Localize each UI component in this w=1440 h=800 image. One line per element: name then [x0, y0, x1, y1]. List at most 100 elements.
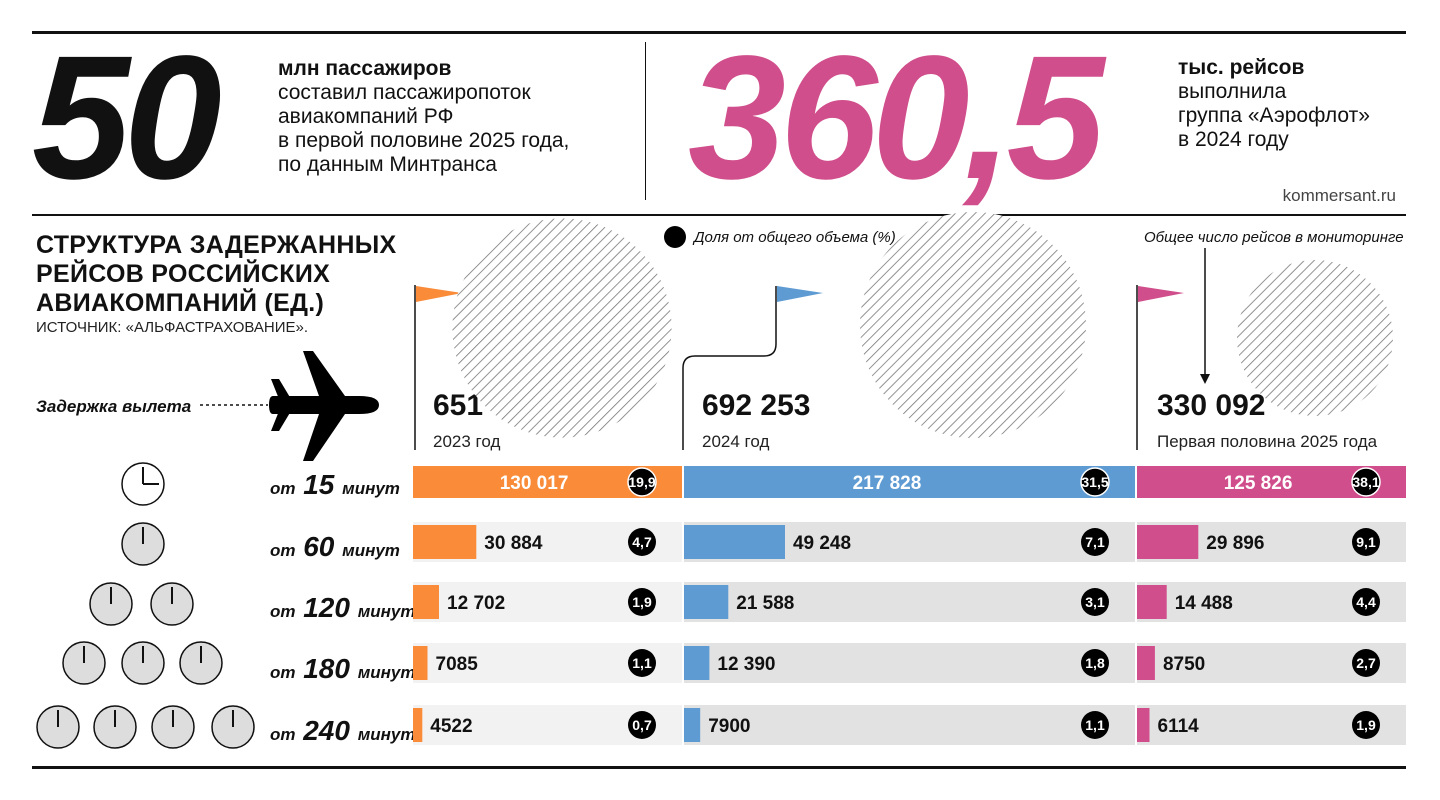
stat-passengers-line3: авиакомпаний РФ [278, 105, 454, 128]
bar-0-0 [413, 466, 682, 498]
share-label: 4,7 [632, 534, 652, 550]
row-background [1137, 705, 1406, 745]
share-badge [1081, 588, 1109, 616]
row-background [684, 643, 1135, 683]
row-label-60: от 60 минут [270, 531, 400, 563]
share-label: 1,9 [1356, 717, 1376, 733]
total-2025: 330 092 [1157, 389, 1266, 422]
share-label: 19,9 [628, 474, 655, 490]
chart-title-line3: АВИАКОМПАНИЙ (ЕД.) [36, 289, 325, 317]
bar-value-label: 14 488 [1175, 593, 1233, 614]
bar-value-label: 6114 [1158, 716, 1200, 737]
year-label-2023: 2023 год [433, 432, 501, 451]
bar-1-3 [684, 646, 710, 680]
share-badge [1352, 528, 1380, 556]
bar-1-1 [684, 525, 785, 559]
row-prefix: от [270, 479, 296, 498]
clock-icon [121, 462, 165, 506]
bar-1-4 [684, 708, 701, 742]
share-badge [628, 649, 656, 677]
share-label: 1,1 [632, 655, 652, 671]
share-badge [1081, 528, 1109, 556]
bar-value-label: 8750 [1163, 654, 1205, 675]
stat-flights-text: тыс. рейсов выполнила группа «Аэрофлот» … [1178, 56, 1370, 152]
bar-value-label: 125 826 [1224, 473, 1293, 494]
flag-2024-icon [682, 286, 823, 450]
chart-title-line2: РЕЙСОВ РОССИЙСКИХ [36, 260, 331, 288]
bottom-rule [32, 766, 1406, 769]
clock-icon [151, 705, 195, 749]
bar-2-1 [1137, 525, 1199, 559]
stat-flights-line3: группа «Аэрофлот» [1178, 104, 1370, 127]
clock-icon [89, 582, 133, 626]
bar-2-4 [1137, 708, 1150, 742]
bar-2-2 [1137, 585, 1167, 619]
row-unit: минут [357, 725, 416, 744]
row-num: 60 [303, 531, 335, 562]
row-prefix: от [270, 663, 296, 682]
delay-label: Задержка вылета [36, 397, 192, 416]
row-unit: минут [342, 479, 400, 498]
stat-passengers-line4: в первой половине 2025 года, [278, 129, 570, 152]
share-badge [1081, 711, 1109, 739]
clock-icon [62, 641, 106, 685]
legend-dot-icon [664, 226, 686, 248]
share-badge [628, 711, 656, 739]
share-label: 3,1 [1085, 594, 1105, 610]
stat-passengers-unit: млн пассажиров [278, 57, 452, 80]
share-badge [1352, 649, 1380, 677]
chart-title: СТРУКТУРА ЗАДЕРЖАННЫХ РЕЙСОВ РОССИЙСКИХ … [36, 231, 396, 318]
row-background [684, 522, 1135, 562]
row-background [1137, 582, 1406, 622]
row-background [684, 582, 1135, 622]
row-background [684, 705, 1135, 745]
bar-value-label: 49 248 [793, 533, 851, 554]
legend-share: Доля от общего объема (%) [664, 226, 896, 248]
chart-source: ИСТОЧНИК: «АЛЬФАСТРАХОВАНИЕ». [36, 319, 309, 336]
bar-1-2 [684, 585, 729, 619]
bar-value-label: 130 017 [500, 473, 569, 494]
airplane-icon [269, 351, 379, 461]
share-label: 38,1 [1352, 474, 1379, 490]
share-label: 4,4 [1356, 594, 1376, 610]
bar-2-0 [1137, 466, 1406, 498]
share-badge [1081, 649, 1109, 677]
share-label: 9,1 [1356, 534, 1376, 550]
share-label: 1,8 [1085, 655, 1105, 671]
clock-icon [179, 641, 223, 685]
row-unit: минут [342, 541, 400, 560]
bar-0-1 [413, 525, 477, 559]
share-badge [1352, 711, 1380, 739]
share-badge [1352, 588, 1380, 616]
clock-icon [150, 582, 194, 626]
bar-value-label: 4522 [430, 716, 472, 737]
flag-2025-icon [1136, 285, 1184, 450]
clock-icon [36, 705, 80, 749]
share-label: 7,1 [1085, 534, 1105, 550]
stat-passengers-text: млн пассажиров составил пассажиропоток а… [278, 57, 569, 177]
share-label: 2,7 [1356, 655, 1376, 671]
share-label: 0,7 [632, 717, 652, 733]
legend-total-arrow-icon [1200, 248, 1210, 384]
bar-value-label: 21 588 [736, 593, 794, 614]
share-badge [627, 467, 657, 497]
row-background [1137, 522, 1406, 562]
row-num: 180 [303, 653, 350, 684]
share-badge [628, 588, 656, 616]
share-label: 31,5 [1081, 474, 1108, 490]
chart-title-line1: СТРУКТУРА ЗАДЕРЖАННЫХ [36, 231, 397, 259]
bar-value-label: 30 884 [484, 533, 543, 554]
legend-total-label: Общее число рейсов в мониторинге [1144, 229, 1404, 246]
credit-link[interactable]: kommersant.ru [1282, 186, 1396, 205]
bar-value-label: 12 702 [447, 593, 505, 614]
middle-rule [32, 214, 1406, 216]
total-2023: 651 765 [433, 389, 542, 422]
flag-2023-icon [414, 285, 462, 450]
clock-icon [211, 705, 255, 749]
row-background [413, 522, 682, 562]
bar-value-label: 29 896 [1206, 533, 1264, 554]
share-badge [628, 528, 656, 556]
row-prefix: от [270, 725, 296, 744]
row-label-15: от 15 минут [270, 469, 400, 501]
stat-passengers-line5: по данным Минтранса [278, 153, 497, 176]
